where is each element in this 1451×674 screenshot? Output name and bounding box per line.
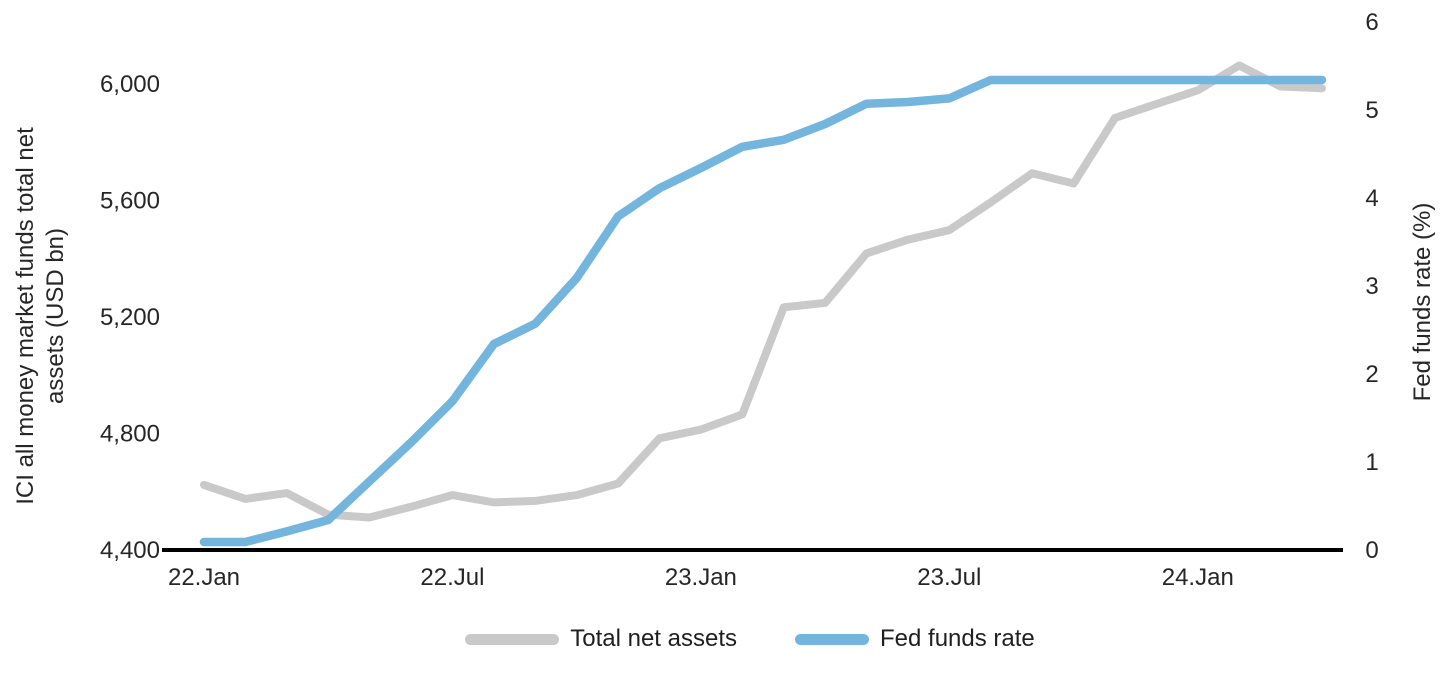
x-axis-tick-label: 24.Jan <box>1162 564 1234 591</box>
legend-item-fed-funds-rate: Fed funds rate <box>795 625 1035 653</box>
legend: Total net assets Fed funds rate <box>160 620 1340 658</box>
legend-item-total-net-assets: Total net assets <box>465 625 737 653</box>
legend-label-fed-funds-rate: Fed funds rate <box>880 625 1035 652</box>
right-axis-tick-label: 6 <box>1365 9 1378 36</box>
right-axis-tick-label: 3 <box>1365 273 1378 300</box>
x-axis-tick-label: 23.Jul <box>917 564 981 591</box>
right-axis-tick-label: 4 <box>1365 185 1378 212</box>
legend-label-total-net-assets: Total net assets <box>570 625 737 652</box>
right-axis-tick-label: 2 <box>1365 361 1378 388</box>
total-net-assets-swatch-icon <box>465 633 560 645</box>
x-axis-tick-label: 22.Jan <box>168 564 240 591</box>
right-axis-tick-label: 0 <box>1365 537 1378 564</box>
left-axis-tick-label: 4,800 <box>100 421 160 448</box>
left-axis-tick-label: 5,600 <box>100 188 160 215</box>
x-axis-tick-label: 22.Jul <box>420 564 484 591</box>
left-axis-tick-label: 6,000 <box>100 71 160 98</box>
x-axis-tick-label: 23.Jan <box>665 564 737 591</box>
fed-funds-rate-swatch-icon <box>795 633 869 645</box>
total-net-assets-line <box>200 61 1326 522</box>
right-axis-tick-label: 5 <box>1365 97 1378 124</box>
left-axis-tick-label: 4,400 <box>100 537 160 564</box>
left-axis-tick-label: 5,200 <box>100 304 160 331</box>
right-axis-tick-label: 1 <box>1365 449 1378 476</box>
fed-funds-rate-line <box>199 75 1327 547</box>
right-axis-title: Fed funds rate (%) <box>1409 202 1436 402</box>
